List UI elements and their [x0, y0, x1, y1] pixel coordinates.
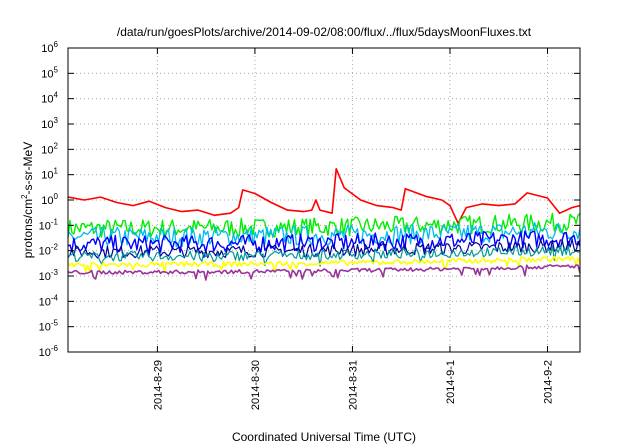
y-tick-label: 103 [41, 116, 58, 131]
y-tick-label: 102 [41, 141, 58, 156]
y-tick-label: 10-4 [39, 293, 59, 308]
y-tick-label: 100 [41, 192, 58, 207]
y-axis-label-post: -s-sr-MeV [21, 142, 35, 195]
chart-title: /data/run/goesPlots/archive/2014-09-02/0… [117, 25, 532, 39]
grid [68, 48, 580, 352]
series-line-6 [67, 245, 581, 267]
x-tick-label: 2014-8-29 [152, 360, 164, 410]
series-line-7 [67, 255, 581, 274]
series-line-8 [67, 264, 581, 281]
series-line-3 [67, 222, 581, 248]
plot-frame [67, 47, 581, 353]
axes: 10-6 10-5 10-4 10-3 10-2 10-1 100 101 102 103 104 1… [39, 40, 581, 410]
y-tick-label: 106 [41, 40, 58, 55]
y-tick-label: 10-2 [39, 243, 59, 258]
series-lines [67, 168, 581, 281]
series-line-5 [67, 238, 581, 259]
y-tick-label: 10-1 [39, 217, 59, 232]
x-tick-label: 2014-8-30 [250, 360, 262, 410]
y-tick-label: 10-5 [39, 319, 59, 334]
y-axis-label-sup: 2 [20, 194, 29, 199]
series-line-2 [67, 212, 581, 239]
x-tick-label: 2014-8-31 [347, 360, 359, 410]
y-tick-label: 105 [41, 65, 58, 80]
series-line-4 [67, 230, 581, 254]
y-axis-label-pre: protons/cm [21, 199, 35, 258]
y-tick-label: 10-3 [39, 268, 59, 283]
x-tick-label: 2014-9-1 [445, 360, 457, 404]
y-axis-label: protons/cm2-s-sr-MeV [20, 142, 35, 258]
x-tick-label: 2014-9-2 [542, 360, 554, 404]
y-tick-label: 10-6 [39, 344, 59, 359]
y-tick-label: 104 [41, 91, 58, 106]
y-tick-label: 101 [41, 167, 58, 182]
series-line-1 [67, 168, 581, 225]
x-axis-label: Coordinated Universal Time (UTC) [232, 430, 416, 444]
